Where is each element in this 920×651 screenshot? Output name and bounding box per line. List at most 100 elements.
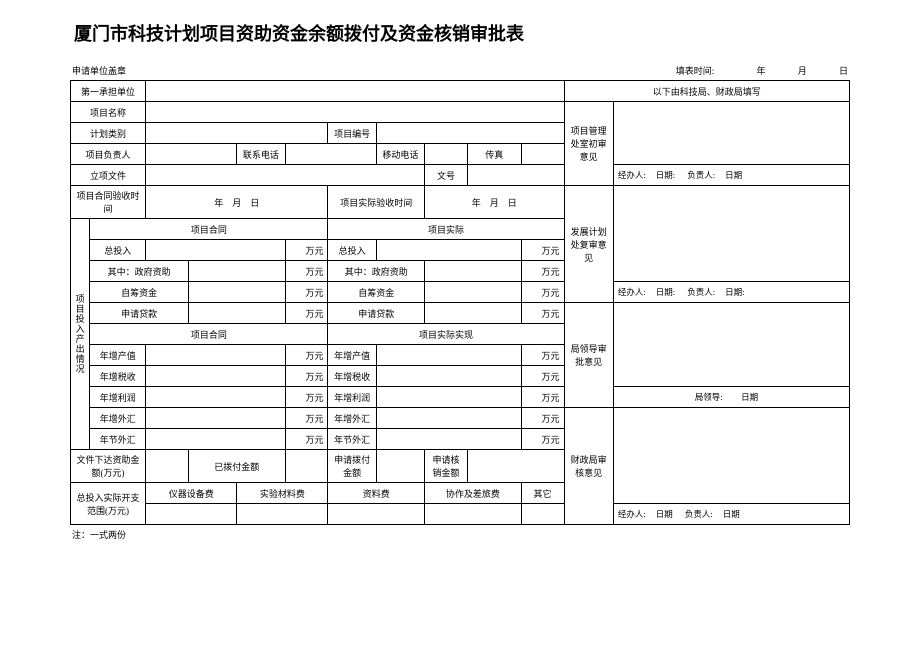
- val-out3a: [376, 387, 521, 408]
- opinion2-sig: 经办人:日期: 负责人:日期:: [613, 282, 849, 303]
- val-exp5: [521, 504, 564, 525]
- fill-time: 填表时间: 年 月 日: [676, 64, 848, 77]
- label-docno: 文号: [425, 165, 468, 186]
- val-self-c: [189, 282, 286, 303]
- u11: 万元: [285, 366, 328, 387]
- val-doc: [146, 165, 425, 186]
- u18: 万元: [521, 429, 564, 450]
- opinion3-body: [613, 303, 849, 387]
- val-plan-type: [146, 123, 328, 144]
- label-mobile: 移动电话: [376, 144, 424, 165]
- unit1: 万元: [285, 240, 328, 261]
- lbl-amt-c: 申请拨付金额: [328, 450, 376, 483]
- situation-label: 项目投入产出情况: [71, 219, 90, 450]
- label-tel: 联系电话: [237, 144, 285, 165]
- opinion3-sig: 局领导: 日期: [613, 387, 849, 408]
- val-out2a: [376, 366, 521, 387]
- val-actual-time: 年 月 日: [425, 186, 564, 219]
- val-leader: [146, 144, 237, 165]
- lbl-out4b: 年增外汇: [328, 408, 376, 429]
- lbl-total: 总投入: [90, 240, 146, 261]
- footnote: 注：一式两份: [70, 528, 850, 541]
- opinion1-body: [613, 102, 849, 165]
- lbl-out5b: 年节外汇: [328, 429, 376, 450]
- val-loan-c: [189, 303, 286, 324]
- val-accept-time: 年 月 日: [146, 186, 328, 219]
- val-exp1: [146, 504, 237, 525]
- val-docno: [467, 165, 564, 186]
- val-gov-c: [189, 261, 286, 282]
- val-exp2: [237, 504, 328, 525]
- val-out1c: [146, 345, 285, 366]
- val-out2c: [146, 366, 285, 387]
- lbl-out4: 年增外汇: [90, 408, 146, 429]
- page-title: 厦门市科技计划项目资助资金余额拨付及资金核销审批表: [70, 20, 850, 46]
- lbl-exp2: 实验材料费: [237, 483, 328, 504]
- u12: 万元: [521, 366, 564, 387]
- label-proj-no: 项目编号: [328, 123, 376, 144]
- val-gov-a: [425, 261, 522, 282]
- opinion4-label: 财政局审核意见: [564, 408, 613, 525]
- unit7: 万元: [285, 303, 328, 324]
- val-out4c: [146, 408, 285, 429]
- lbl-exp5: 其它: [521, 483, 564, 504]
- opinion2-body: [613, 186, 849, 282]
- val-out5a: [376, 429, 521, 450]
- u17: 万元: [285, 429, 328, 450]
- val-amt-c: [376, 450, 424, 483]
- header-row: 申请单位盖章 填表时间: 年 月 日: [70, 64, 850, 77]
- val-amt-b: [285, 450, 328, 483]
- val-self-a: [425, 282, 522, 303]
- val-exp4: [425, 504, 522, 525]
- hdr-actual: 项目实际: [328, 219, 564, 240]
- val-exp3: [328, 504, 425, 525]
- lbl-expense: 总投入实际开支范围(万元): [71, 483, 146, 525]
- val-out5c: [146, 429, 285, 450]
- val-total-a: [376, 240, 521, 261]
- val-unit: [146, 81, 564, 102]
- val-amt-d: [467, 450, 564, 483]
- lbl-gov: 其中：政府资助: [90, 261, 189, 282]
- u15: 万元: [285, 408, 328, 429]
- lbl-out5: 年节外汇: [90, 429, 146, 450]
- val-total-c: [146, 240, 285, 261]
- hdr-actual2: 项目实际实现: [328, 324, 564, 345]
- lbl-self2: 自筹资金: [328, 282, 425, 303]
- u16: 万元: [521, 408, 564, 429]
- val-loan-a: [425, 303, 522, 324]
- lbl-out2: 年增税收: [90, 366, 146, 387]
- lbl-exp3: 资料费: [328, 483, 425, 504]
- unit6: 万元: [521, 282, 564, 303]
- val-tel: [285, 144, 376, 165]
- lbl-out2b: 年增税收: [328, 366, 376, 387]
- label-plan-type: 计划类别: [71, 123, 146, 144]
- lbl-amt-d: 申请核销金额: [425, 450, 468, 483]
- right-header: 以下由科技局、财政局填写: [564, 81, 850, 102]
- label-accept-time: 项目合同验收时间: [71, 186, 146, 219]
- val-proj-name: [146, 102, 564, 123]
- label-proj-name: 项目名称: [71, 102, 146, 123]
- lbl-out3: 年增利润: [90, 387, 146, 408]
- lbl-exp4: 协作及差旅费: [425, 483, 522, 504]
- val-amt-a: [146, 450, 189, 483]
- lbl-gov2: 其中：政府资助: [328, 261, 425, 282]
- val-mobile: [425, 144, 468, 165]
- seal-label: 申请单位盖章: [72, 64, 126, 77]
- lbl-loan2: 申请贷款: [328, 303, 425, 324]
- unit4: 万元: [521, 261, 564, 282]
- opinion4-body: [613, 408, 849, 504]
- lbl-self: 自筹资金: [90, 282, 189, 303]
- label-leader: 项目负责人: [71, 144, 146, 165]
- hdr-contract2: 项目合同: [90, 324, 328, 345]
- opinion3-label: 局领导审批意见: [564, 303, 613, 408]
- lbl-amt-a: 文件下达资助金额(万元): [71, 450, 146, 483]
- lbl-out1: 年增产值: [90, 345, 146, 366]
- hdr-contract: 项目合同: [90, 219, 328, 240]
- lbl-amt-b: 已拨付金额: [189, 450, 286, 483]
- val-fax: [521, 144, 564, 165]
- lbl-loan: 申请贷款: [90, 303, 189, 324]
- opinion2-label: 发展计划处复审意见: [564, 186, 613, 303]
- opinion1-sig: 经办人:日期: 负责人:日期: [613, 165, 849, 186]
- unit3: 万元: [285, 261, 328, 282]
- unit5: 万元: [285, 282, 328, 303]
